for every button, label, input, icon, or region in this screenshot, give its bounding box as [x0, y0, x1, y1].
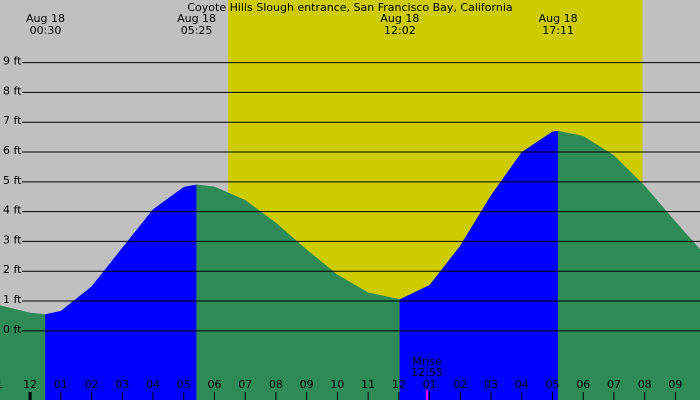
y-tick-label: 3 ft [3, 233, 22, 246]
x-tick-label: 09 [668, 378, 682, 391]
x-tick-label: 12 [392, 378, 406, 391]
x-tick-label: 06 [576, 378, 590, 391]
moonrise-time: 12:55 [411, 366, 443, 379]
y-tick-label: 9 ft [3, 55, 22, 68]
y-tick-label: 1 ft [3, 293, 22, 306]
x-tick-label: 09 [300, 378, 314, 391]
x-tick-label: 05 [177, 378, 191, 391]
extreme-time: 05:25 [181, 24, 213, 37]
extreme-date: Aug 18 [539, 12, 578, 25]
x-tick-label: 01 [423, 378, 437, 391]
extreme-time: 17:11 [542, 24, 574, 37]
y-tick-label: 8 ft [3, 84, 22, 97]
y-tick-label: 7 ft [3, 114, 22, 127]
extreme-time: 12:02 [384, 24, 416, 37]
falling-tide-area [557, 130, 700, 400]
x-tick-label: 08 [638, 378, 652, 391]
y-tick-label: 0 ft [3, 323, 22, 336]
y-tick-label: 6 ft [3, 144, 22, 157]
extreme-date: Aug 18 [26, 12, 65, 25]
x-tick-label: 04 [146, 378, 160, 391]
x-tick-label: 05 [546, 378, 560, 391]
x-tick-label: 02 [85, 378, 99, 391]
moonrise-label: Mrise [412, 355, 442, 368]
x-tick-label: 01 [54, 378, 68, 391]
y-tick-label: 4 ft [3, 204, 22, 217]
extreme-date: Aug 18 [380, 12, 419, 25]
x-tick-label: 06 [207, 378, 221, 391]
chart-title: Coyote Hills Slough entrance, San Franci… [187, 1, 512, 14]
x-tick-label: 07 [238, 378, 252, 391]
x-tick-label: 04 [515, 378, 529, 391]
x-tick-label: 12 [23, 378, 37, 391]
x-tick-label: 10 [330, 378, 344, 391]
falling-tide-area [0, 305, 46, 400]
x-tick-label: 03 [115, 378, 129, 391]
y-tick-label: 2 ft [3, 263, 22, 276]
x-tick-label: 07 [607, 378, 621, 391]
x-tick-label: 11 [361, 378, 375, 391]
y-tick-label: 5 ft [3, 174, 22, 187]
x-tick-label: 08 [269, 378, 283, 391]
x-tick-label: 1 [0, 378, 3, 391]
extreme-time: 00:30 [30, 24, 62, 37]
extreme-date: Aug 18 [177, 12, 216, 25]
x-tick-label: 03 [484, 378, 498, 391]
x-tick-label: 02 [453, 378, 467, 391]
